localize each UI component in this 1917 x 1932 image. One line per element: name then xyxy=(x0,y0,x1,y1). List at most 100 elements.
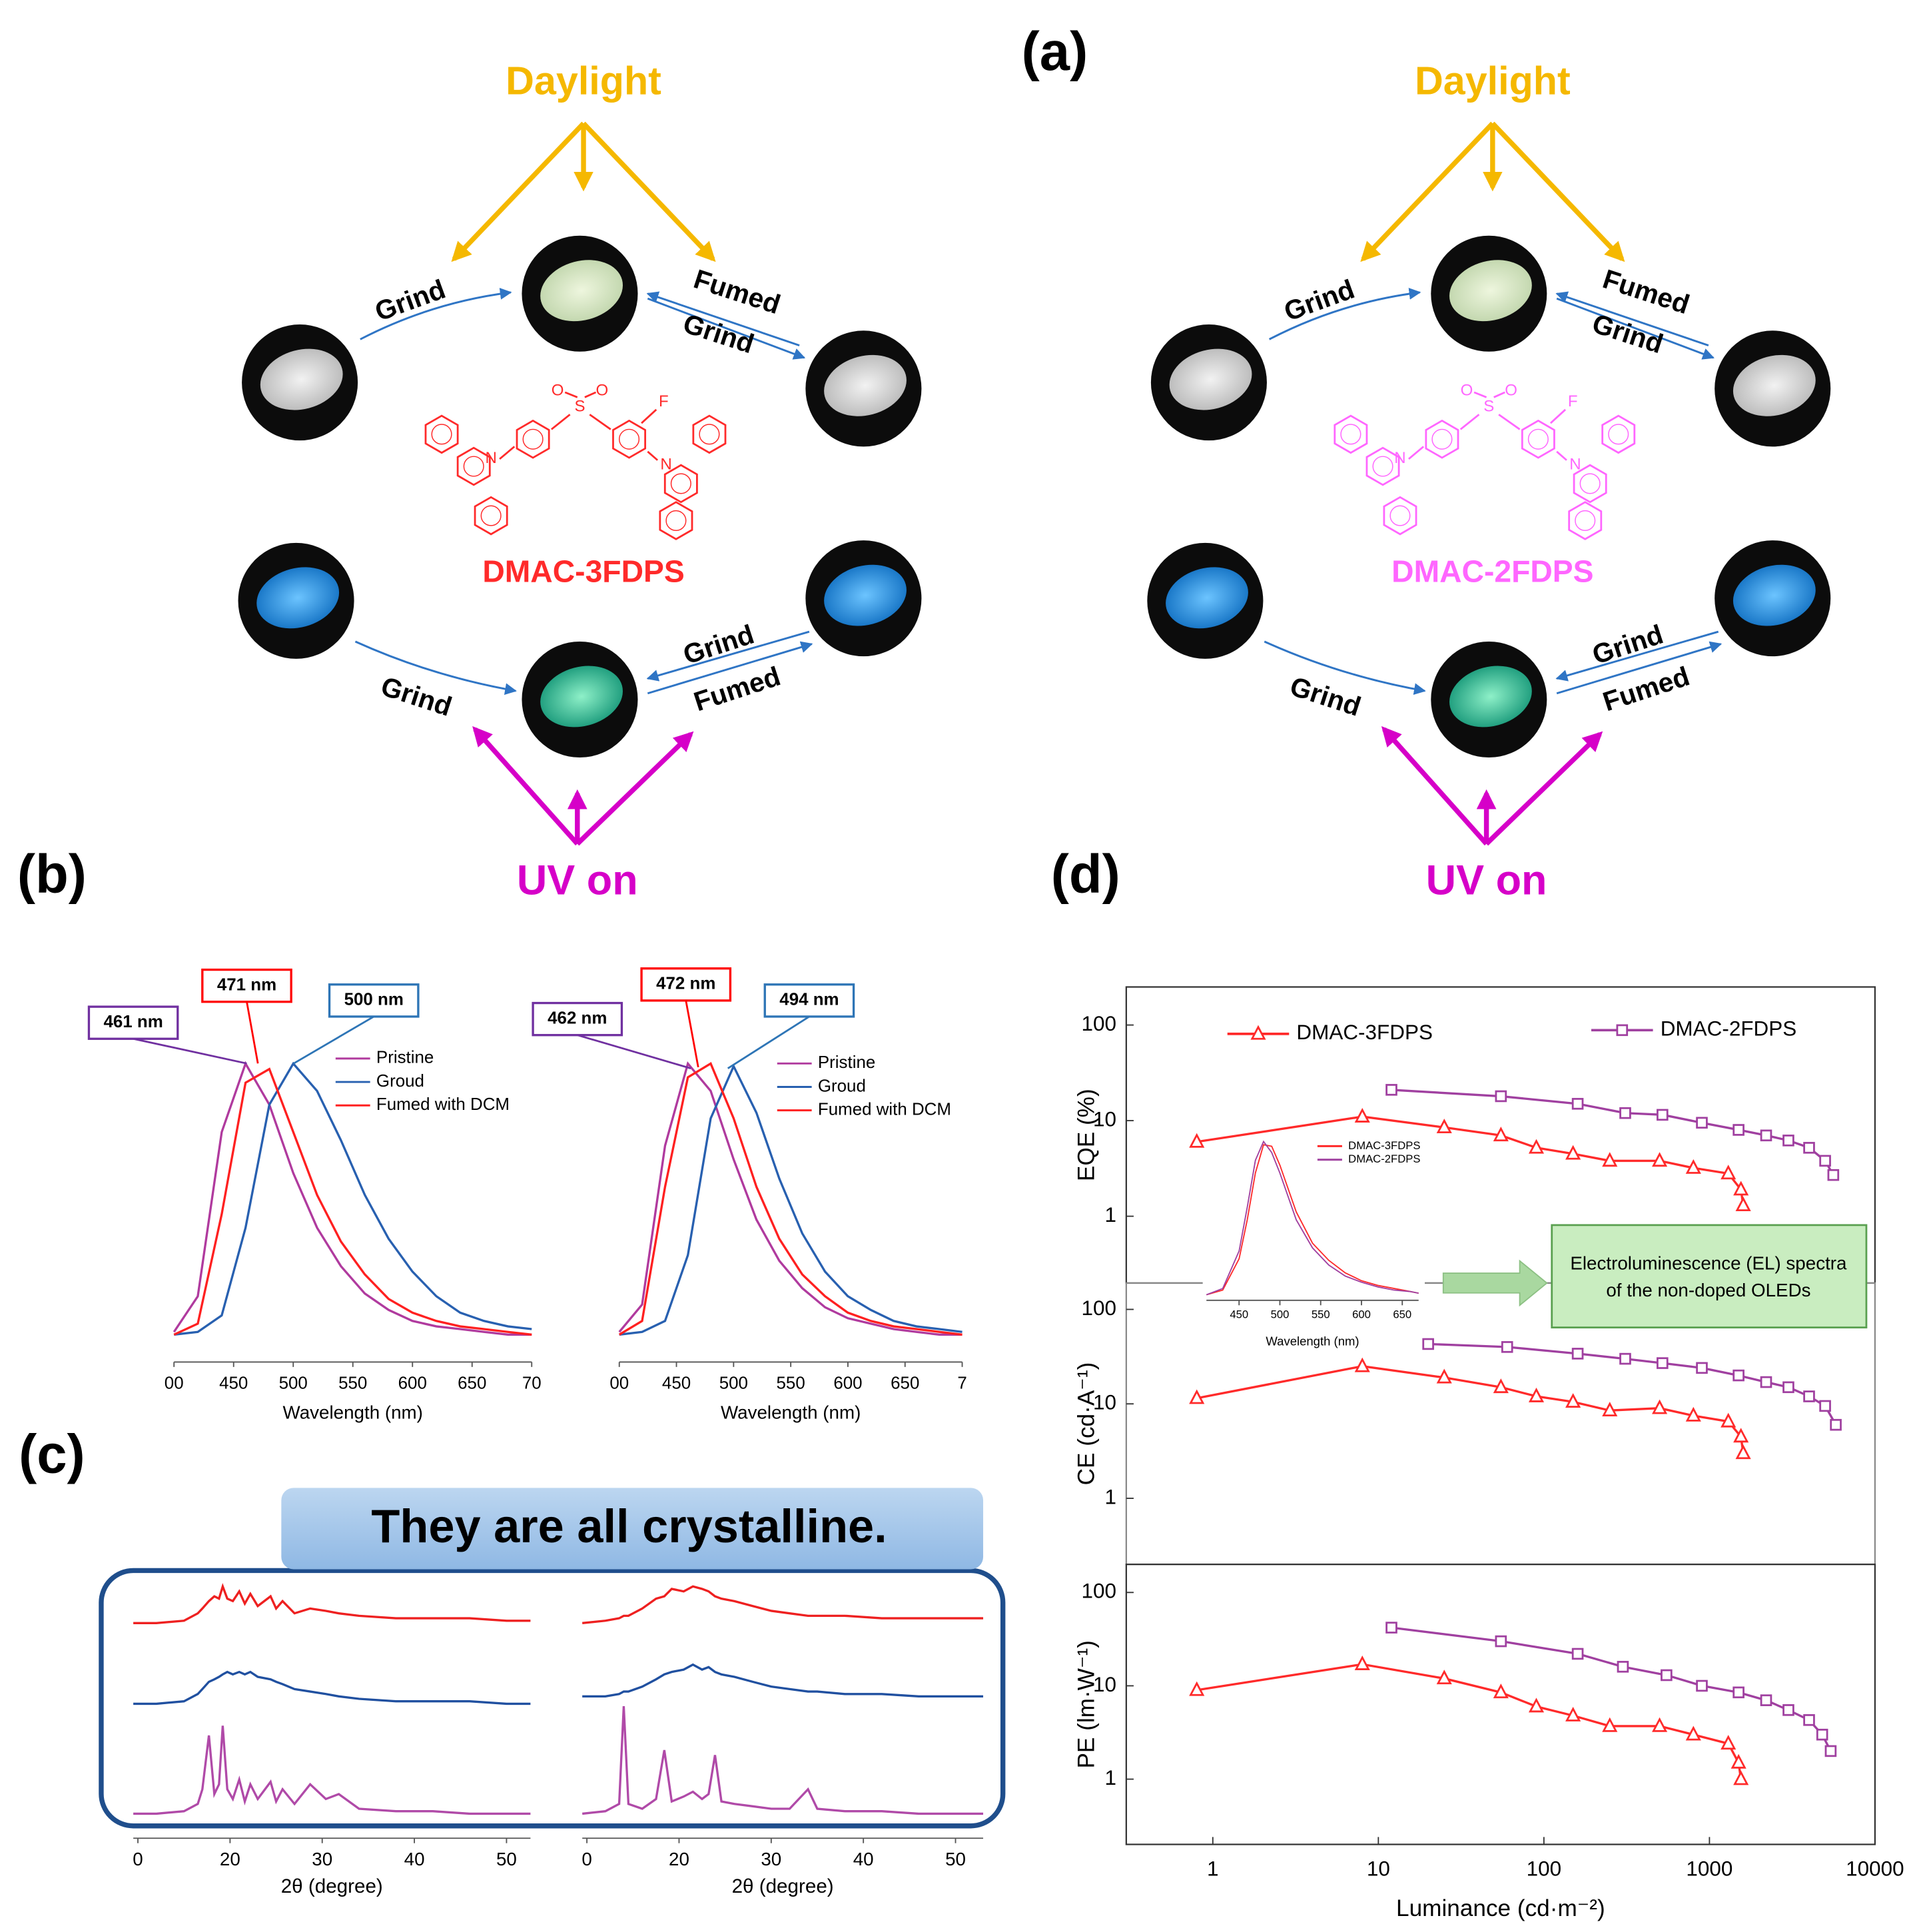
molecule-bond xyxy=(584,391,597,398)
powder xyxy=(540,260,623,322)
molecule-bond xyxy=(589,414,611,430)
process-arrow xyxy=(646,630,810,682)
powder xyxy=(1169,348,1252,410)
powder xyxy=(260,348,343,410)
point xyxy=(1721,1412,1736,1428)
point xyxy=(1189,1389,1205,1404)
aromatic-bond xyxy=(670,473,691,494)
point xyxy=(1824,1745,1837,1757)
process-arrow xyxy=(1556,641,1723,695)
point xyxy=(1565,1706,1581,1721)
molecule-ring xyxy=(1365,446,1400,486)
point xyxy=(1619,1107,1631,1119)
legend-label: Groud xyxy=(818,1077,866,1095)
x-tick-label: 450 xyxy=(662,1374,691,1393)
point xyxy=(1661,1669,1673,1682)
annotation-arrow xyxy=(293,1015,374,1065)
callout: They are all crystalline. xyxy=(371,1500,887,1552)
atom-label: O xyxy=(1505,381,1517,399)
process-arrow xyxy=(1268,288,1421,340)
molecule-bond xyxy=(1549,408,1567,424)
process-arrow xyxy=(1556,297,1715,360)
point xyxy=(1816,1728,1828,1741)
x-axis-title: Wavelength (nm) xyxy=(721,1402,861,1423)
x-tick-label: 550 xyxy=(777,1374,805,1393)
y-tick-label: 10 xyxy=(1093,1107,1116,1131)
point xyxy=(1493,1127,1509,1142)
point xyxy=(1422,1338,1434,1350)
annotation-box xyxy=(763,983,855,1018)
annotation-arrow xyxy=(685,1000,699,1068)
point xyxy=(1733,1770,1749,1785)
annotation: 461 nm xyxy=(103,1013,163,1031)
atom-label: O xyxy=(595,381,608,399)
legend-label: Fumed with DCM xyxy=(818,1101,951,1119)
x-tick-label: 650 xyxy=(1393,1308,1411,1320)
x-axis-title: 2θ (degree) xyxy=(732,1875,834,1897)
molecule-ring xyxy=(1601,414,1636,454)
point xyxy=(1602,1402,1618,1417)
point xyxy=(1501,1341,1513,1353)
x-axis-title: Luminance (cd·m⁻²) xyxy=(1396,1895,1605,1921)
x-tick-label: 30 xyxy=(312,1849,332,1869)
x-tick-label: 7 xyxy=(957,1374,966,1393)
point xyxy=(1385,1622,1397,1634)
daylight-label: Daylight xyxy=(506,59,661,103)
atom-label: N xyxy=(1394,449,1405,467)
molecule-ring xyxy=(659,501,693,540)
aromatic-bond xyxy=(1527,428,1549,450)
point xyxy=(1732,1686,1744,1699)
molecule-bond xyxy=(641,408,657,424)
y-tick-label: 100 xyxy=(1082,1012,1117,1035)
x-tick-label: 40 xyxy=(853,1849,874,1869)
point xyxy=(1819,1155,1831,1167)
atom-label: N xyxy=(660,456,671,474)
molecule-bond xyxy=(1556,450,1567,461)
x-tick-label: 50 xyxy=(496,1849,517,1869)
callout-box xyxy=(281,1488,984,1570)
point xyxy=(1495,1635,1507,1648)
process-label: Grind xyxy=(371,273,450,326)
point xyxy=(1803,1390,1815,1402)
legend-label: DMAC-3FDPS xyxy=(1296,1021,1433,1044)
series-line xyxy=(582,1663,984,1697)
x-tick-label: 20 xyxy=(220,1849,240,1869)
point xyxy=(1732,1369,1744,1382)
y-tick-label: 1 xyxy=(1105,1203,1117,1226)
aromatic-bond xyxy=(1340,424,1361,445)
annotation-arrow xyxy=(133,1037,247,1065)
point xyxy=(1685,1406,1701,1422)
x-tick-label: 00 xyxy=(609,1374,629,1393)
annotation-arrow xyxy=(727,1015,810,1069)
point xyxy=(1782,1704,1794,1716)
point xyxy=(1782,1135,1794,1147)
molecule-ring xyxy=(424,414,459,454)
atom-label: S xyxy=(574,397,585,415)
x-tick-label: 20 xyxy=(669,1849,689,1869)
molecule-bond xyxy=(1498,414,1521,430)
molecule-bond xyxy=(1459,414,1480,430)
point xyxy=(1657,1109,1669,1121)
point xyxy=(1803,1714,1815,1726)
panel-label: (d) xyxy=(1051,844,1120,905)
aromatic-bond xyxy=(1431,428,1453,450)
aromatic-bond xyxy=(618,428,640,450)
annotation-box xyxy=(1551,1224,1868,1328)
point xyxy=(1733,1428,1749,1443)
aromatic-bond xyxy=(463,456,484,477)
point xyxy=(1602,1152,1618,1167)
powder xyxy=(1732,564,1816,626)
process-arrow xyxy=(360,288,512,340)
legend-label: Fumed with DCM xyxy=(376,1095,510,1114)
powder xyxy=(1449,260,1532,322)
annotation-arrow xyxy=(246,1001,259,1064)
point xyxy=(1721,1165,1736,1180)
point xyxy=(1493,1684,1509,1699)
series-line xyxy=(173,1067,532,1336)
point xyxy=(1732,1124,1744,1136)
molecule-bond xyxy=(564,391,578,398)
series-line xyxy=(173,1061,532,1336)
annotation: 462 nm xyxy=(548,1009,607,1027)
annotation-arrow xyxy=(1442,1259,1548,1307)
